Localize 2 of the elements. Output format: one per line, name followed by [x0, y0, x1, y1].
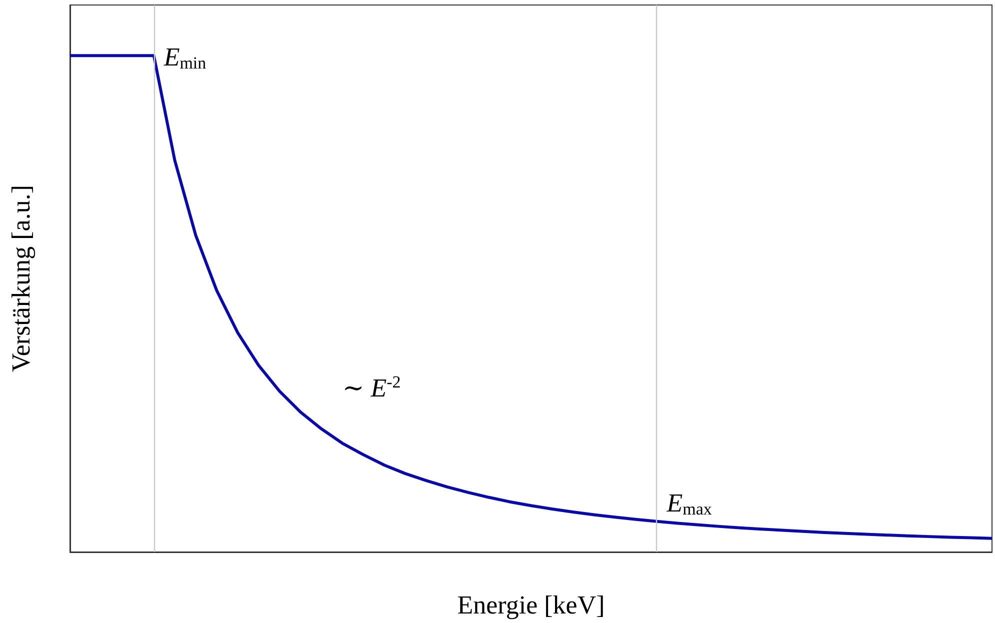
y-axis-title: Verstärkung [a.u.] — [6, 185, 36, 372]
x-axis-title: Energie [keV] — [457, 590, 605, 620]
